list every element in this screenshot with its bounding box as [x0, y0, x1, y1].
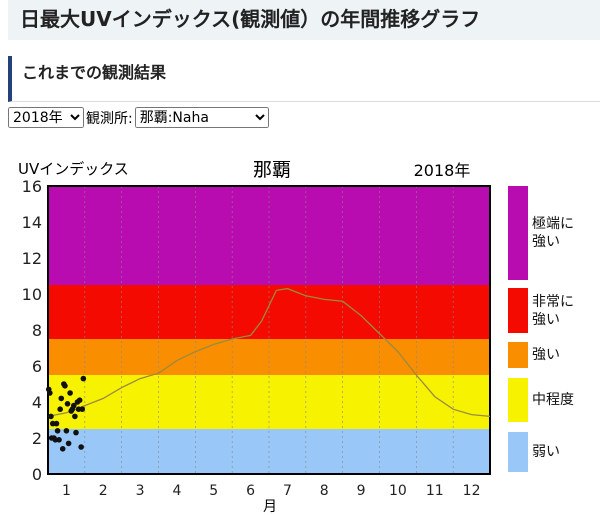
legend-label-high: 強い — [532, 347, 560, 363]
station-label: 観測所: — [86, 110, 133, 127]
x-axis-label: 月 — [263, 499, 277, 515]
data-point — [57, 406, 63, 413]
legend-swatch — [508, 342, 528, 368]
data-point — [53, 420, 60, 427]
data-point — [73, 429, 79, 436]
y-tick-label: 14 — [22, 213, 42, 232]
y-tick-label: 8 — [32, 321, 42, 340]
data-point — [70, 402, 77, 409]
x-tick-label: 10 — [389, 483, 407, 499]
band-10.5 — [48, 186, 490, 285]
legend-label-moderate: 中程度 — [532, 392, 574, 408]
y-tick-label: 4 — [32, 393, 42, 412]
section-heading: これまでの観測結果 — [8, 56, 600, 102]
legend-swatch — [508, 378, 528, 422]
data-point — [80, 375, 87, 382]
y-tick-label: 12 — [22, 249, 42, 268]
x-tick-label: 9 — [357, 483, 366, 499]
x-tick-label: 12 — [463, 483, 481, 499]
controls: 2018年 観測所: 那覇:Naha — [8, 107, 269, 128]
x-tick-label: 3 — [136, 483, 145, 499]
x-tick-label: 4 — [172, 483, 181, 499]
x-tick-label: 11 — [426, 483, 444, 499]
legend-swatch — [508, 186, 528, 280]
x-tick-label: 1 — [62, 483, 71, 499]
x-tick-label: 5 — [209, 483, 218, 499]
data-point — [67, 390, 73, 396]
data-point — [58, 395, 65, 402]
data-point — [78, 444, 84, 450]
data-point — [47, 390, 53, 396]
data-point — [63, 428, 70, 434]
legend-swatch — [508, 288, 528, 333]
y-tick-label: 16 — [22, 177, 42, 196]
y-tick-label: 10 — [22, 285, 42, 304]
data-point — [62, 383, 68, 389]
y-tick-label: 0 — [32, 465, 42, 484]
legend-label-extreme: 極端に強い — [532, 216, 574, 250]
data-point — [76, 397, 83, 404]
year-select[interactable]: 2018年 — [8, 107, 84, 128]
data-point — [64, 401, 71, 407]
climatology-line — [47, 287, 491, 418]
data-point — [56, 437, 62, 443]
plot-frame — [47, 185, 491, 475]
data-point — [54, 428, 61, 434]
legend-label-low: 弱い — [532, 444, 560, 460]
data-point — [59, 446, 66, 452]
y-axis-label: UVインデックス — [18, 160, 129, 178]
x-tick-label: 7 — [283, 483, 292, 499]
x-tick-label: 6 — [246, 483, 255, 499]
page-title: 日最大UVインデックス(観測値）の年間推移グラフ — [8, 0, 600, 40]
chart-year: 2018年 — [414, 161, 471, 180]
legend-label-very-high: 非常に強い — [532, 293, 574, 328]
y-tick-label: 2 — [32, 429, 42, 448]
data-point — [48, 413, 54, 420]
station-select[interactable]: 那覇:Naha — [134, 107, 269, 128]
data-point — [79, 406, 86, 413]
legend-swatch — [508, 432, 528, 472]
y-tick-label: 6 — [32, 357, 42, 376]
x-tick-label: 2 — [99, 483, 108, 499]
x-tick-label: 8 — [320, 483, 329, 499]
data-point — [65, 440, 72, 447]
data-point — [72, 413, 78, 420]
chart-title: 那覇 — [253, 159, 291, 181]
